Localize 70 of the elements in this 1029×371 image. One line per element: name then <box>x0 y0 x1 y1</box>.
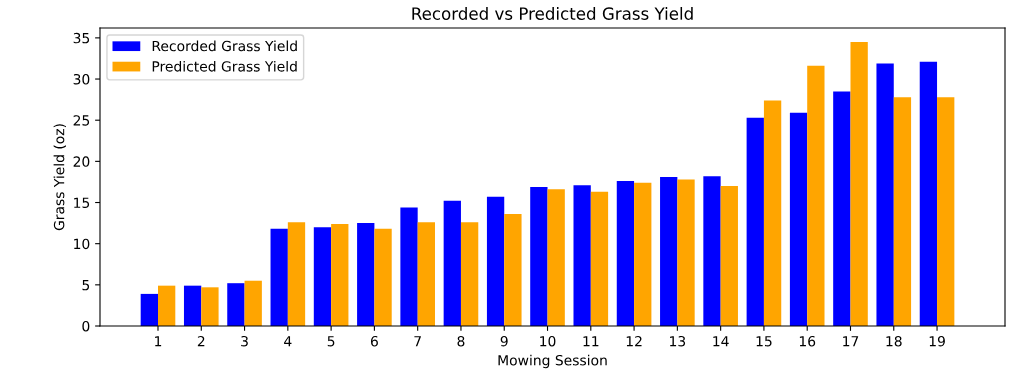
bar <box>486 196 505 326</box>
bar <box>227 283 245 326</box>
bar <box>530 186 548 326</box>
x-tick-label: 18 <box>886 335 902 347</box>
bar <box>183 285 202 326</box>
x-tick-label: 5 <box>327 336 335 347</box>
bar <box>201 287 219 326</box>
x-tick-label: 12 <box>626 335 642 347</box>
chart-title: Recorded vs Predicted Grass Yield <box>412 7 693 20</box>
y-tick-label: 0 <box>82 320 90 332</box>
bar <box>443 200 461 326</box>
x-tick-label: 2 <box>197 335 205 347</box>
x-tick-label: 19 <box>929 335 945 347</box>
bar <box>677 179 695 326</box>
bar <box>720 186 738 326</box>
x-tick-label: 15 <box>756 336 772 347</box>
bar <box>504 214 522 326</box>
x-tick-label: 7 <box>414 336 421 347</box>
y-tick-label: 5 <box>82 279 90 291</box>
bar <box>616 181 635 326</box>
x-tick-label: 13 <box>670 335 686 347</box>
y-tick-label: 20 <box>73 156 90 167</box>
bar <box>660 177 678 326</box>
bar <box>158 285 176 326</box>
x-tick-label: 6 <box>370 335 378 347</box>
bar <box>876 63 894 326</box>
y-tick-label: 15 <box>74 197 90 208</box>
bar <box>746 117 764 326</box>
bar <box>590 191 609 326</box>
legend-label: Recorded Grass Yield <box>152 40 297 52</box>
x-tick-label: 16 <box>799 335 816 347</box>
bar <box>807 65 825 326</box>
bar <box>937 97 955 326</box>
legend-label: Predicted Grass Yield <box>152 60 297 72</box>
x-axis-title: Mowing Session <box>498 354 607 369</box>
bar <box>270 228 288 326</box>
x-tick-label: 1 <box>155 336 162 347</box>
x-tick-label: 4 <box>284 336 292 347</box>
x-tick-label: 8 <box>457 335 465 347</box>
x-tick-label: 9 <box>500 335 508 347</box>
x-tick-label: 3 <box>241 335 248 347</box>
bar <box>313 227 332 326</box>
x-tick-label: 11 <box>583 336 599 347</box>
y-tick-label: 35 <box>73 32 90 44</box>
bar <box>893 97 912 326</box>
y-tick-label: 25 <box>73 115 90 126</box>
bar <box>331 223 349 326</box>
x-tick-label: 17 <box>843 336 859 347</box>
bar <box>460 222 479 326</box>
bar <box>763 100 782 326</box>
y-tick-label: 30 <box>73 74 90 85</box>
bar <box>850 41 868 326</box>
x-tick-label: 14 <box>713 336 729 347</box>
bar <box>919 61 938 326</box>
bar <box>400 207 418 326</box>
bar <box>357 223 375 326</box>
x-tick-label: 10 <box>540 335 556 347</box>
bar <box>244 280 262 326</box>
bar <box>140 293 158 326</box>
bar <box>417 222 435 326</box>
bar <box>634 182 652 326</box>
y-axis-title: Grass Yield (oz) <box>53 124 66 231</box>
bar <box>789 112 808 326</box>
bar <box>703 176 721 326</box>
y-tick-label: 10 <box>74 238 90 250</box>
bar <box>833 91 851 326</box>
bar <box>573 185 591 326</box>
bar <box>547 189 565 326</box>
bar <box>374 228 392 326</box>
bar <box>287 222 306 326</box>
